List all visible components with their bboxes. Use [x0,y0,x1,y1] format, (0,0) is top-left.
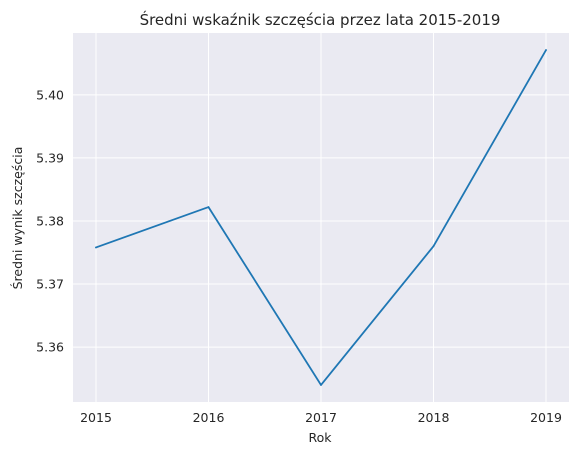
x-tick-label: 2019 [530,410,562,425]
y-axis: 5.36 5.37 5.38 5.39 5.40 [36,87,64,354]
x-axis-label: Rok [308,430,332,445]
y-tick-label: 5.37 [36,277,64,292]
y-tick-label: 5.36 [36,340,64,355]
data-point [433,245,435,247]
x-axis: 2015 2016 2017 2018 2019 [80,410,562,425]
x-tick-label: 2016 [193,410,225,425]
y-tick-label: 5.38 [36,213,64,228]
x-tick-label: 2015 [80,410,112,425]
y-axis-label: Średni wynik szczęścia [10,147,25,290]
y-tick-label: 5.40 [36,87,64,102]
data-point [208,206,210,208]
data-point [545,49,547,51]
x-tick-label: 2017 [305,410,337,425]
data-point [95,247,97,249]
x-tick-label: 2018 [418,410,450,425]
data-point [320,384,322,386]
y-tick-label: 5.39 [36,150,64,165]
chart-title: Średni wskaźnik szczęścia przez lata 201… [140,10,501,29]
